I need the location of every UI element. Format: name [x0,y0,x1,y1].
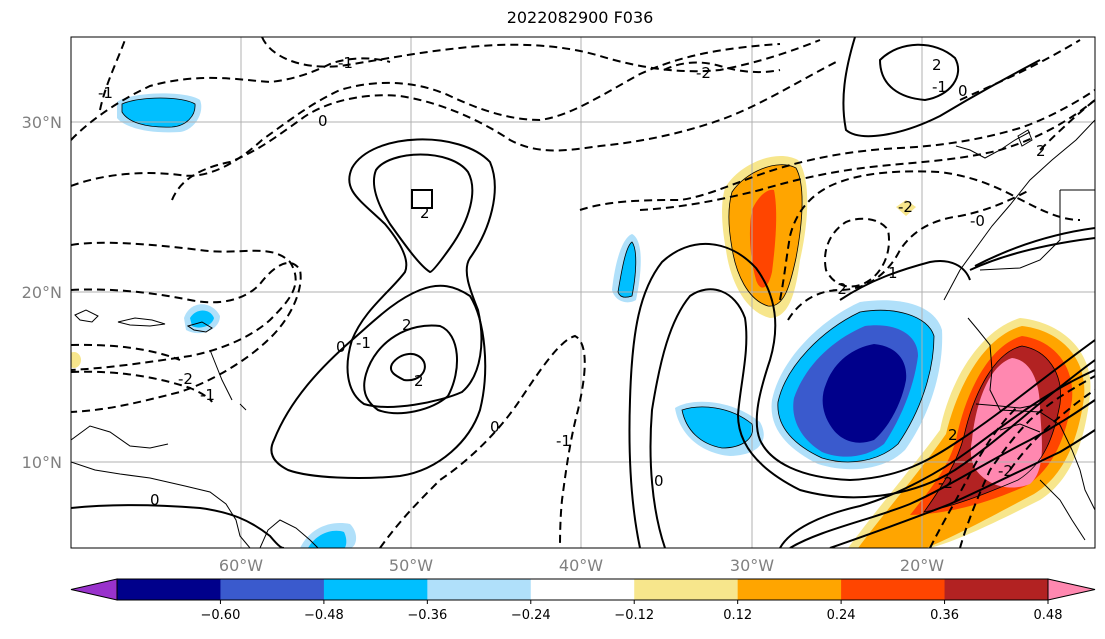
shade-strip-blue [618,242,636,298]
colorbar-bin [427,579,532,600]
shade-bottom-blue [308,530,347,548]
contour-label: -2 [832,280,847,298]
colorbar-bin [117,579,221,600]
lon-label: 30°W [730,556,774,575]
colorbar-bin [634,579,739,600]
contour-label: 0 [150,491,160,509]
contour-label: -1 [338,54,353,72]
colorbar-extend-high [1047,578,1096,601]
contour-label: 2 [402,316,412,334]
contours-negative [71,37,1095,548]
colorbar-tick-label: 0.36 [930,608,959,623]
contour-label: 0 [958,82,968,100]
colorbar-bin [530,579,635,600]
contour-label: 2 [948,426,958,444]
colorbar-bin [220,579,325,600]
contour-label: -2 [898,198,913,216]
shade-north-red [749,189,777,288]
contour-label: -1 [356,334,371,352]
contour-label: -0 [970,212,985,230]
contours-positive [71,37,1095,548]
contour-label: -2 [178,370,193,388]
colorbar-bin [737,579,842,600]
contour-label: -2 [938,474,953,492]
colorbar-border [116,578,1049,601]
colorbar-tick-label: −0.24 [511,608,551,623]
contour-label: -1 [200,386,215,404]
lat-label: 30°N [22,113,62,132]
contour-label: 2 [1036,142,1046,160]
contour-label: -1 [932,78,947,96]
contour-label: -2 [696,64,711,82]
contour-label: 2 [414,372,424,390]
colorbar: −0.60 −0.48 −0.36 −0.24 −0.12 0.12 0.24 0.36 0.4… [70,578,1096,623]
colorbar-tick-label: −0.12 [614,608,654,623]
contour-label: 0 [654,472,664,490]
lon-label: 60°W [219,556,263,575]
colorbar-tick-label: 0.12 [723,608,752,623]
colorbar-tick-label: −0.60 [201,608,241,623]
lat-label: 10°N [22,453,62,472]
lon-label: 50°W [389,556,433,575]
shade-small-yellow [896,200,916,216]
contour-label: 2 [932,56,942,74]
contour-label: 0 [318,112,328,130]
contour-label: 0 [336,338,346,356]
contour-label: -2 [998,462,1013,480]
contour-label: 1 [888,264,898,282]
lon-label: 40°W [559,556,603,575]
colorbar-tick-label: −0.48 [304,608,344,623]
colorbar-tick-label: −0.36 [407,608,447,623]
shade-outlines [121,97,1061,513]
colorbar-bin [323,579,428,600]
contour-label: -1 [98,84,113,102]
colorbar-extend-low [70,578,118,601]
map-border [70,36,1096,549]
colorbar-bin [841,579,946,600]
map-title: 2022082900 F036 [506,8,654,27]
contour-label: 2 [420,204,430,222]
shade-se-blue [682,406,753,448]
lon-label: 20°W [900,556,944,575]
shade-main-navy [822,344,907,443]
map-gridlines [71,37,1095,548]
contour-label: 0 [490,418,500,436]
contour-label: -1 [556,432,571,450]
colorbar-tick-label: 0.24 [827,608,856,623]
contour-labels: -1 0 -2 -1 2 2 -1 0 2 -2 -1 0 0 -1 0 2 -… [98,54,1046,509]
shade-west-yellow [71,352,81,368]
colorbar-tick-label: 0.48 [1034,608,1063,623]
shade-nw-blue [122,98,196,128]
lat-label: 20°N [22,283,62,302]
colorbar-bin [944,579,1049,600]
coastlines [71,119,1095,548]
